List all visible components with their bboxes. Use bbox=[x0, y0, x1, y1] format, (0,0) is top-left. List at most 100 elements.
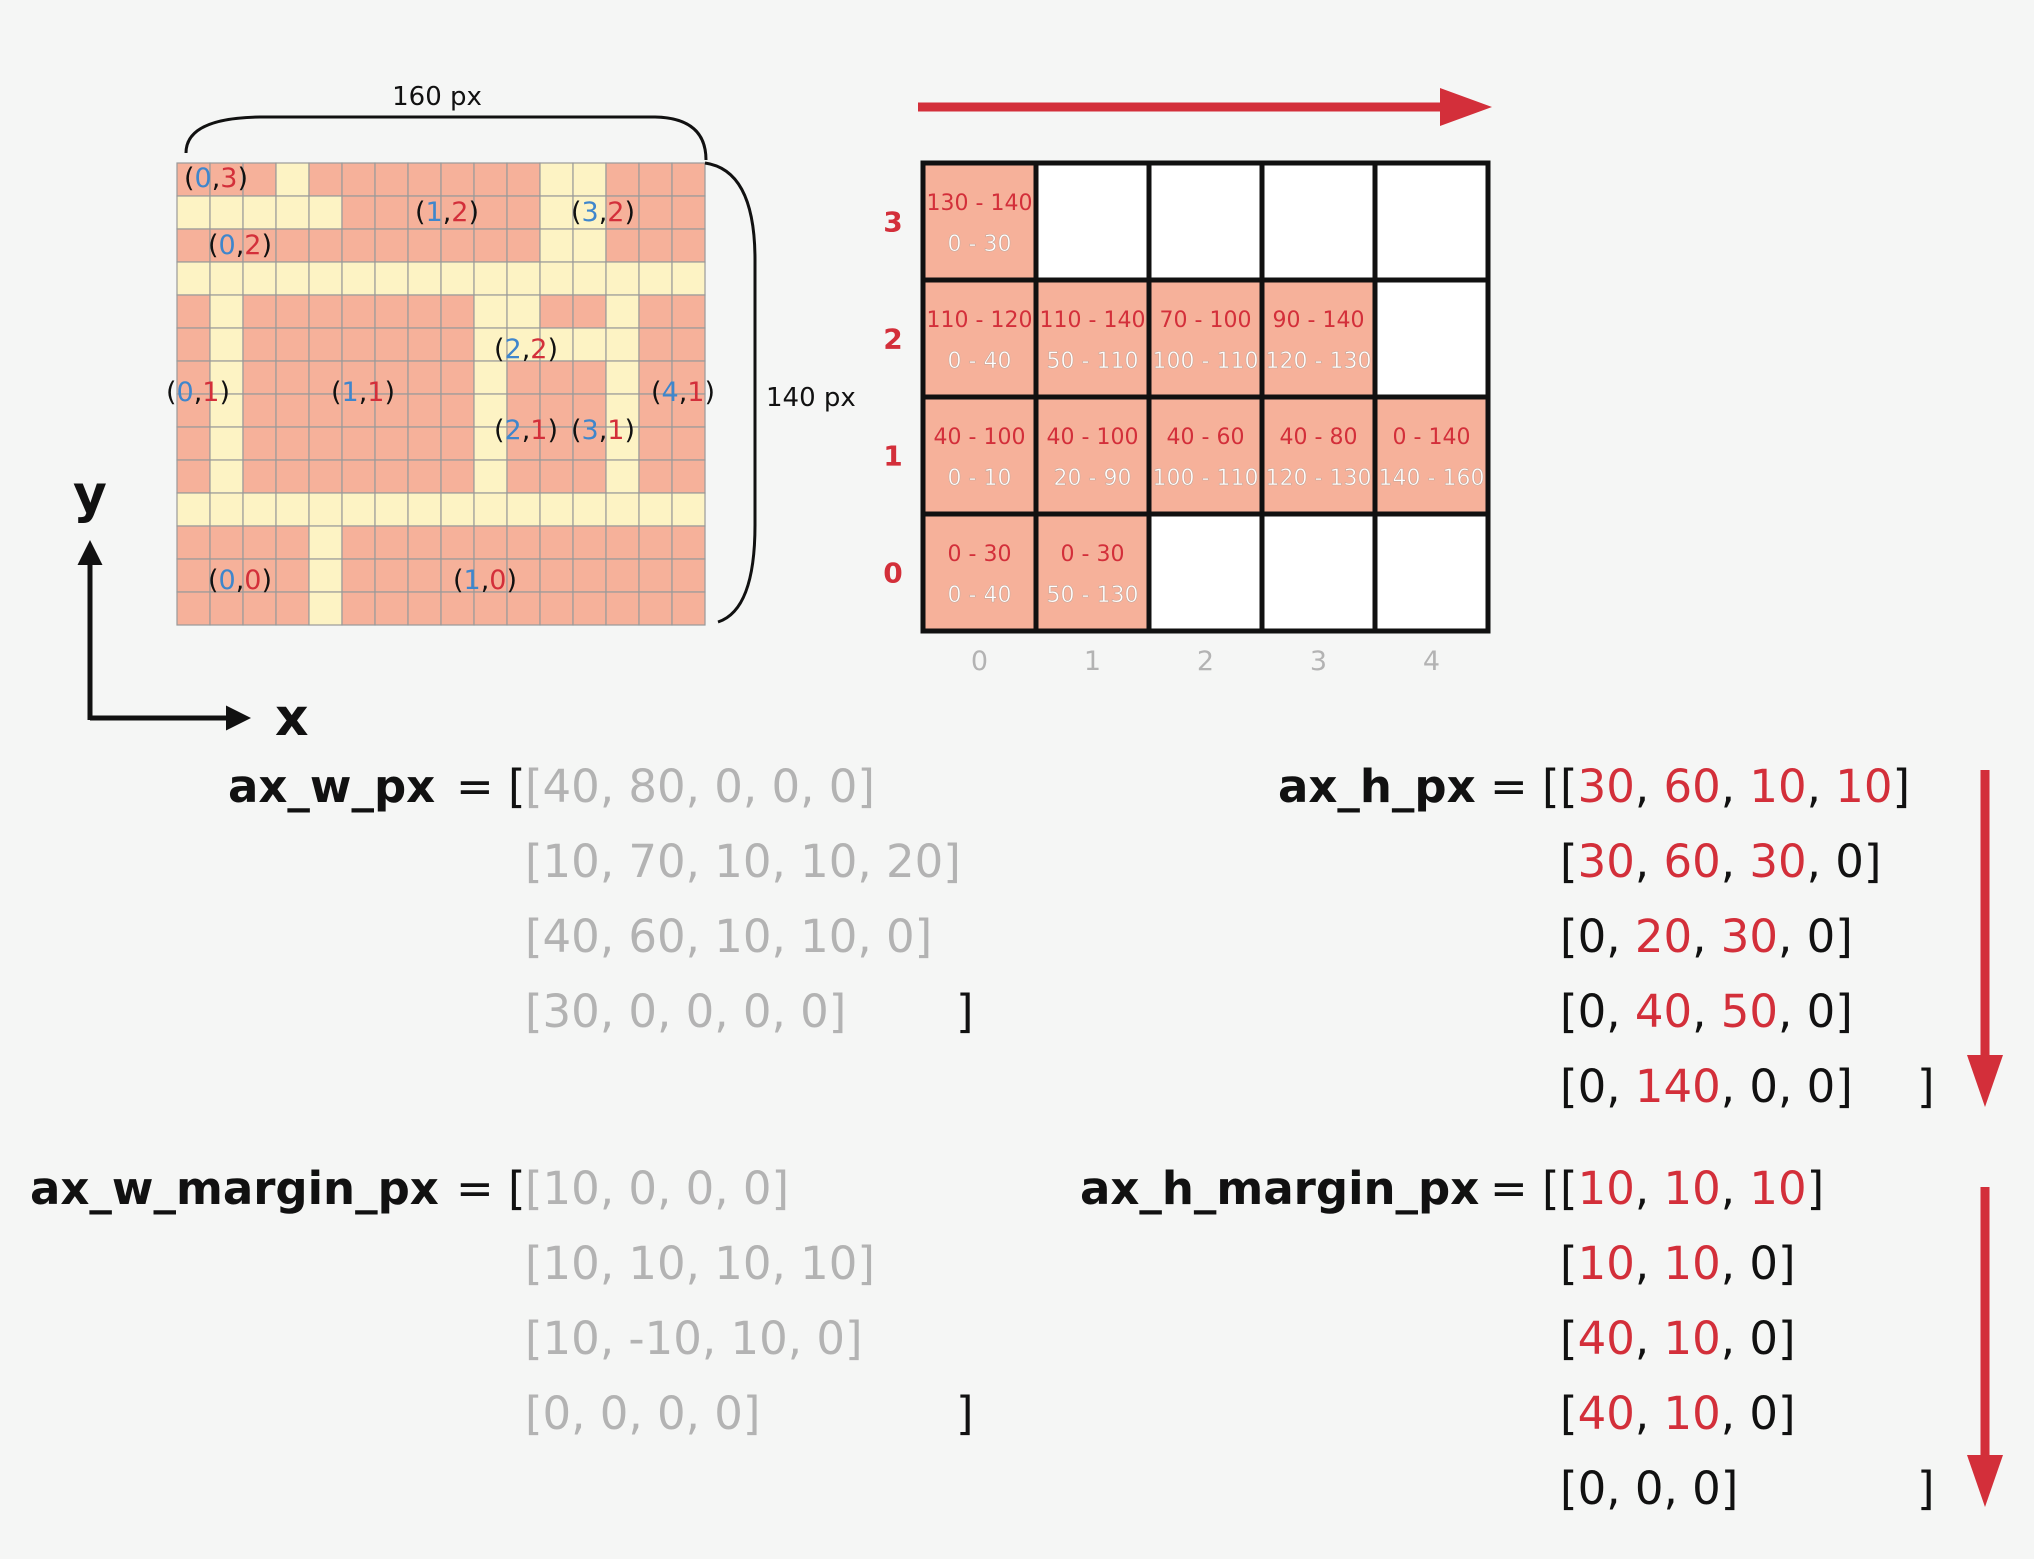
ax-w-px-row: [10, 70, 10, 10, 20] bbox=[525, 835, 961, 888]
pixel-cell bbox=[671, 294, 706, 329]
pixel-cell bbox=[506, 294, 541, 329]
pixel-cell bbox=[506, 459, 541, 494]
array-value: 40 bbox=[1577, 1312, 1635, 1365]
pixel-cell bbox=[308, 327, 343, 362]
ax-h-margin-px-row: [40, 10, 0] bbox=[1560, 1387, 1796, 1440]
pixel-cell bbox=[242, 591, 277, 626]
pixel-cell bbox=[209, 591, 244, 626]
equals-bracket: = [ bbox=[456, 760, 526, 813]
array-value: 10 bbox=[1577, 1237, 1635, 1290]
pixel-cell bbox=[176, 261, 211, 296]
pixel-cell bbox=[473, 558, 508, 593]
pixel-cell bbox=[341, 492, 376, 527]
pixel-cell bbox=[605, 591, 640, 626]
range-x-label: 120 - 130 bbox=[1266, 349, 1372, 374]
pixel-cell bbox=[638, 261, 673, 296]
pixel-cell bbox=[176, 228, 211, 263]
pixel-cell bbox=[572, 492, 607, 527]
pixel-cell bbox=[209, 294, 244, 329]
pixel-cell bbox=[473, 294, 508, 329]
pixel-cell bbox=[506, 360, 541, 395]
pixel-cell bbox=[506, 162, 541, 197]
array-value: 0 bbox=[1806, 910, 1836, 963]
coord-label: (4,1) bbox=[651, 377, 715, 408]
array-value: 60 bbox=[1663, 760, 1721, 813]
range-y-label: 40 - 80 bbox=[1280, 425, 1358, 450]
range-y-label: 0 - 30 bbox=[948, 542, 1012, 567]
pixel-cell bbox=[506, 525, 541, 560]
array-value: 30 bbox=[1577, 835, 1635, 888]
array-value: 30 bbox=[1720, 910, 1778, 963]
pixel-cell bbox=[440, 459, 475, 494]
pixel-cell bbox=[407, 360, 442, 395]
coord-y: 2 bbox=[607, 197, 624, 228]
pixel-cell bbox=[605, 525, 640, 560]
pixel-cell bbox=[308, 426, 343, 461]
closing-bracket: ] bbox=[956, 985, 974, 1038]
pixel-cell bbox=[440, 426, 475, 461]
pixel-cell bbox=[374, 327, 409, 362]
pixel-cell bbox=[374, 360, 409, 395]
array-value: 0 bbox=[1692, 1462, 1721, 1515]
pixel-cell bbox=[275, 492, 310, 527]
pixel-cell bbox=[242, 525, 277, 560]
pixel-cell bbox=[407, 558, 442, 593]
pixel-cell bbox=[407, 261, 442, 296]
pixel-cell bbox=[638, 294, 673, 329]
pixel-cell bbox=[440, 228, 475, 263]
pixel-cell bbox=[638, 195, 673, 230]
pixel-cell bbox=[374, 492, 409, 527]
array-value: 40 bbox=[1634, 985, 1693, 1038]
pixel-cell bbox=[440, 525, 475, 560]
array-value: 0 bbox=[1577, 910, 1607, 963]
pixel-cell bbox=[473, 228, 508, 263]
array-value: 10 bbox=[1749, 1162, 1807, 1215]
col-index-label: 0 bbox=[971, 646, 988, 677]
coord-label: (0,1) bbox=[166, 377, 230, 408]
pixel-cell bbox=[341, 228, 376, 263]
pixel-cell bbox=[275, 162, 310, 197]
pixel-cell bbox=[671, 525, 706, 560]
coord-x: 4 bbox=[662, 377, 679, 408]
range-y-label: 40 - 100 bbox=[1047, 425, 1139, 450]
array-value: 30 bbox=[1749, 835, 1807, 888]
pixel-cell bbox=[374, 261, 409, 296]
pixel-cell bbox=[209, 360, 244, 395]
pixel-cell bbox=[572, 261, 607, 296]
pixel-cell bbox=[440, 162, 475, 197]
pixel-cell bbox=[539, 360, 574, 395]
pixel-cell bbox=[275, 327, 310, 362]
pixel-cell bbox=[539, 459, 574, 494]
ax-w-margin-px-row: [10, -10, 10, 0] bbox=[525, 1312, 863, 1365]
array-value: 0 bbox=[1749, 1387, 1778, 1440]
pixel-cell bbox=[176, 327, 211, 362]
coord-y: 1 bbox=[530, 415, 547, 446]
ax-w-margin-px-row: [0, 0, 0, 0] bbox=[525, 1387, 761, 1440]
pixel-cell bbox=[605, 360, 640, 395]
pixel-cell bbox=[374, 558, 409, 593]
coord-x: 0 bbox=[195, 163, 212, 194]
pixel-cell bbox=[242, 558, 277, 593]
pixel-cell bbox=[671, 195, 706, 230]
pixel-cell bbox=[605, 294, 640, 329]
pixel-cell bbox=[506, 591, 541, 626]
ax-w-margin-px-row: [10, 10, 10, 10] bbox=[525, 1237, 875, 1290]
col-index-label: 1 bbox=[1084, 646, 1101, 677]
pixel-cell bbox=[308, 228, 343, 263]
range-cell bbox=[1372, 160, 1491, 283]
pixel-cell bbox=[176, 360, 211, 395]
array-value: 10 bbox=[1663, 1387, 1721, 1440]
range-y-label: 70 - 100 bbox=[1160, 308, 1252, 333]
pixel-cell bbox=[242, 360, 277, 395]
pixel-cell bbox=[308, 591, 343, 626]
ax-h-px-row: [30, 60, 30, 0] bbox=[1560, 835, 1882, 888]
pixel-cell bbox=[374, 591, 409, 626]
row-index-label: 2 bbox=[883, 323, 902, 356]
range-x-label: 0 - 40 bbox=[948, 349, 1012, 374]
range-cell bbox=[1033, 394, 1152, 517]
pixel-cell bbox=[341, 327, 376, 362]
pixel-cell bbox=[638, 393, 673, 428]
pixel-cell bbox=[374, 294, 409, 329]
pixel-cell bbox=[440, 492, 475, 527]
pixel-cell bbox=[275, 459, 310, 494]
